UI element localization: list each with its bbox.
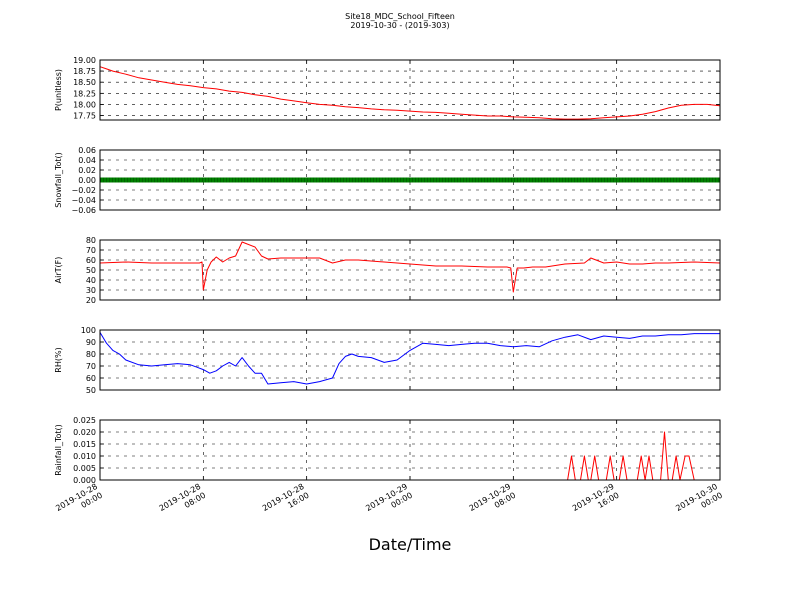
subplots: 19.00 18.75 18.50 18.25 18.00 17.75 P(unitless… [54, 56, 721, 485]
y-tick-label: 0.000 [73, 476, 96, 485]
y-tick-label: 0.02 [78, 166, 96, 175]
y-axis-label: AirT(F) [54, 257, 63, 284]
y-tick-label: 80 [86, 236, 96, 245]
x-tick-label: 2019-10-2916:00 [571, 482, 621, 522]
axes-frame [99, 239, 721, 301]
chart-title: Site18_MDC_School_Fifteen [345, 12, 455, 21]
y-tick-label: 40 [86, 276, 96, 285]
chart-subtitle: 2019-10-30 - (2019-303) [350, 21, 449, 30]
y-tick-label: 100 [81, 326, 96, 335]
y-tick-label: −0.04 [71, 196, 96, 205]
subplot-1: 19.00 18.75 18.50 18.25 18.00 17.75 P(unitless… [54, 56, 721, 121]
y-tick-label: 18.25 [73, 89, 96, 98]
x-tick-label: 2019-10-2808:00 [158, 482, 208, 522]
y-tick-label: 0.010 [73, 452, 96, 461]
y-axis-label: Rainfall_Tot() [54, 424, 63, 476]
y-tick-label: 0.020 [73, 428, 96, 437]
y-tick-label: 0.005 [73, 464, 96, 473]
x-tick-labels: 2019-10-2800:00 2019-10-2808:00 2019-10-28… [54, 482, 724, 522]
y-tick-label: 0.025 [73, 416, 96, 425]
y-tick-label: 18.00 [73, 100, 96, 109]
y-tick-label: 0.015 [73, 440, 96, 449]
axes-frame [99, 329, 721, 391]
y-tick-label: 60 [86, 256, 96, 265]
y-tick-label: 90 [86, 338, 96, 347]
series-line [99, 241, 721, 293]
y-tick-label: 70 [86, 246, 96, 255]
y-tick-label: 50 [86, 266, 96, 275]
y-tick-label: 50 [86, 386, 96, 395]
y-axis-label: P(unitless) [54, 69, 63, 111]
y-tick-label: 60 [86, 374, 96, 383]
y-tick-label: 30 [86, 286, 96, 295]
x-tick-label: 2019-10-2900:00 [364, 482, 414, 522]
axes-frame [99, 59, 721, 121]
y-tick-label: 70 [86, 362, 96, 371]
x-tick-label: 2019-10-2800:00 [54, 482, 104, 522]
y-tick-label: 18.75 [73, 67, 96, 76]
subplot-5: 0.025 0.020 0.015 0.010 0.005 0.000 Rainfall_T… [54, 416, 721, 485]
subplot-2: 0.060.040.020.00−0.02−0.04−0.06 Snowfall_… [54, 146, 721, 215]
x-tick-label: 2019-10-2908:00 [468, 482, 518, 522]
subplot-4: 100 90 80 70 60 50 RH(%) [54, 326, 721, 395]
axes-frame [99, 419, 721, 481]
axes-frame [99, 149, 721, 211]
y-tick-label: 0.06 [78, 146, 96, 155]
y-tick-label: 20 [86, 296, 96, 305]
y-tick-label: 19.00 [73, 56, 96, 65]
x-tick-label: 2019-10-2816:00 [261, 482, 311, 522]
y-tick-label: 17.75 [73, 112, 96, 121]
y-tick-label: 18.50 [73, 78, 96, 87]
y-tick-label: 0.00 [78, 176, 96, 185]
x-axis-label: Date/Time [369, 535, 452, 554]
series-line [99, 66, 721, 120]
y-tick-label: 0.04 [78, 156, 96, 165]
y-tick-label: 80 [86, 350, 96, 359]
y-axis-label: RH(%) [54, 347, 63, 372]
y-tick-label: −0.06 [71, 206, 96, 215]
y-axis-label: Snowfall_Tot() [54, 152, 63, 208]
y-tick-label: −0.02 [71, 186, 96, 195]
series-line [99, 332, 720, 385]
x-tick-label: 2019-10-3000:00 [674, 482, 724, 522]
